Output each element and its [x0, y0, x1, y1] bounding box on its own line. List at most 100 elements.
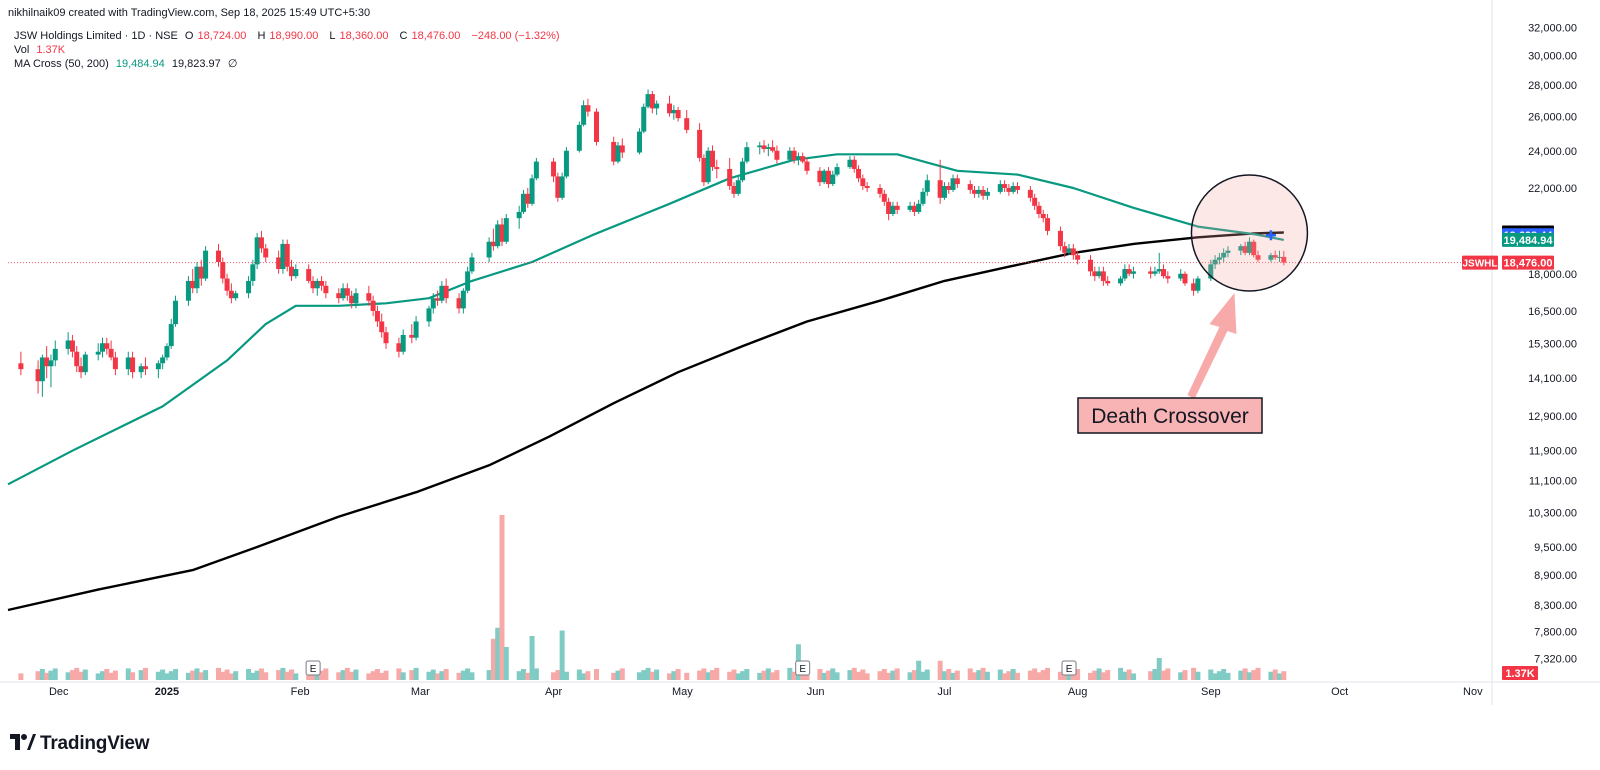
candle-body — [770, 147, 776, 151]
open-value: 18,724.00 — [197, 30, 247, 42]
volume-bar — [100, 671, 106, 680]
candle — [155, 360, 161, 379]
candle — [1014, 182, 1020, 194]
candle — [413, 316, 419, 341]
price-tick-label: 8,900.00 — [1534, 570, 1577, 582]
candle-body — [409, 334, 415, 338]
candle-body — [1272, 255, 1278, 258]
annotation-arrow[interactable] — [1187, 293, 1237, 400]
volume-bar — [185, 672, 191, 680]
candle-body — [306, 269, 312, 281]
candle — [817, 167, 823, 187]
volume-bar — [258, 668, 264, 680]
candle-body — [224, 278, 230, 291]
candle — [533, 157, 539, 181]
volume-bar — [1066, 673, 1072, 680]
candle-body — [1281, 256, 1287, 263]
volume-bar — [924, 669, 930, 680]
annotation-box[interactable] — [1077, 397, 1263, 434]
candle — [619, 138, 625, 158]
volume-bar — [1191, 667, 1197, 680]
volume-bar — [714, 667, 720, 680]
low-label: L — [329, 30, 336, 42]
candle-body — [774, 150, 780, 160]
symbol-tag-bg — [1462, 255, 1498, 270]
candle-body — [821, 170, 827, 183]
volume-bar — [645, 667, 651, 680]
candle — [774, 145, 780, 164]
volume-legend[interactable]: Vol 1.37K — [14, 43, 69, 57]
candle-body — [950, 178, 956, 190]
candle — [284, 239, 290, 272]
crossover-highlight-circle[interactable] — [1190, 174, 1309, 292]
candle — [967, 180, 973, 194]
candle — [349, 290, 355, 309]
candle-body — [344, 288, 350, 296]
candle-body — [263, 248, 269, 258]
volume-bar — [82, 669, 88, 680]
earnings-marker[interactable] — [1061, 660, 1077, 676]
volume-bar — [1242, 668, 1248, 680]
death-crossover-annotation[interactable]: Death Crossover — [1077, 174, 1309, 434]
candle-body — [1027, 189, 1033, 198]
tradingview-logo[interactable]: TradingView — [10, 733, 150, 755]
volume-bar — [1277, 673, 1283, 680]
volume-bar — [997, 669, 1003, 680]
candle-body — [907, 205, 913, 210]
price-tick-label: 26,000.00 — [1528, 112, 1577, 124]
candle-body — [400, 334, 406, 352]
volume-bar — [1225, 672, 1231, 680]
candle-body — [761, 145, 767, 149]
candle-body — [465, 271, 471, 291]
volume-bar — [856, 671, 862, 680]
candle — [520, 189, 526, 215]
ma-visibility-icon[interactable]: ∅ — [227, 58, 238, 70]
volume-bar — [142, 667, 148, 680]
volume-bar — [39, 669, 45, 680]
candle — [69, 334, 75, 358]
ma-legend[interactable]: MA Cross (50, 200) 19,484.94 19,823.97 ∅ — [14, 57, 241, 71]
volume-bar — [744, 669, 750, 680]
candle — [1152, 266, 1158, 277]
volume-bar — [246, 669, 252, 680]
credit-text: nikhilnaik09 created with TradingView.co… — [8, 7, 371, 19]
candle-body — [954, 178, 960, 185]
volume-bar — [35, 671, 41, 680]
candle — [709, 145, 715, 171]
ohlc-legend[interactable]: JSW Holdings Limited · 1D · NSE O 18,724.… — [14, 29, 564, 43]
volume-bar — [456, 672, 462, 680]
ma200-line — [7, 231, 1284, 612]
candle — [82, 351, 88, 376]
candle-body — [555, 176, 561, 198]
candle-body — [1036, 205, 1042, 215]
candle-body — [1225, 250, 1231, 253]
candle-body — [937, 180, 943, 198]
volume-bar — [830, 668, 836, 680]
volume-bar — [1105, 670, 1111, 680]
symbol-name[interactable]: JSW Holdings Limited · 1D · NSE — [14, 30, 178, 42]
volume-bar — [164, 673, 170, 680]
candle — [289, 259, 295, 281]
candle — [319, 276, 325, 291]
price-axis[interactable]: 32,000.00 30,000.00 28,000.00 26,000.00 24,0… — [0, 0, 1600, 705]
volume-bar — [1036, 672, 1042, 680]
candle-body — [1040, 214, 1046, 219]
time-tick-label: Jun — [807, 686, 825, 698]
candle — [1062, 241, 1068, 258]
volume-bar — [894, 668, 900, 680]
time-axis[interactable]: Dec 2025 Feb Mar Apr May Jun Jul Aug Sep Oct Nov E E E — [49, 660, 1483, 698]
earnings-marker[interactable] — [305, 660, 321, 676]
volume-bar — [641, 670, 647, 680]
volume-bar — [709, 670, 715, 680]
candle — [78, 357, 84, 379]
candle — [697, 123, 703, 162]
volume-bar — [1126, 669, 1132, 680]
candle — [1195, 276, 1201, 294]
candle — [1066, 243, 1072, 256]
candle-body — [551, 161, 557, 177]
candle-body — [941, 186, 947, 198]
candle-body — [924, 180, 930, 192]
earnings-marker[interactable] — [795, 660, 811, 676]
last-price-tag-bg — [1502, 255, 1554, 270]
